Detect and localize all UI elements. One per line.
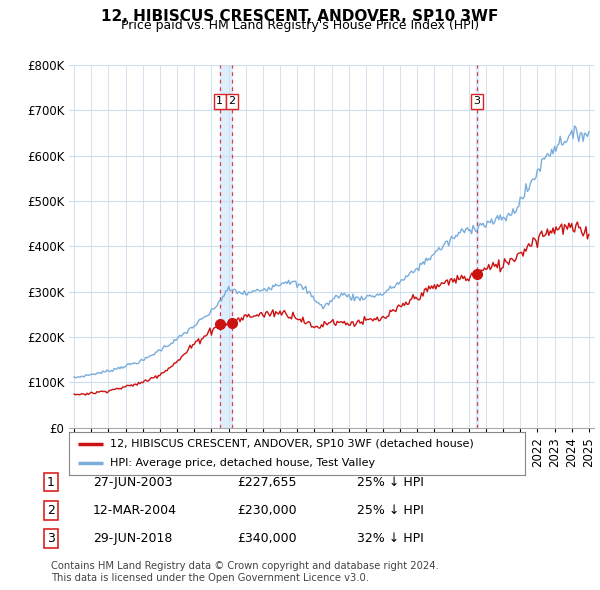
- Text: 12, HIBISCUS CRESCENT, ANDOVER, SP10 3WF: 12, HIBISCUS CRESCENT, ANDOVER, SP10 3WF: [101, 9, 499, 24]
- Text: 3: 3: [473, 96, 481, 106]
- Text: 25% ↓ HPI: 25% ↓ HPI: [357, 476, 424, 489]
- Text: 27-JUN-2003: 27-JUN-2003: [93, 476, 173, 489]
- Text: 12, HIBISCUS CRESCENT, ANDOVER, SP10 3WF (detached house): 12, HIBISCUS CRESCENT, ANDOVER, SP10 3WF…: [110, 439, 474, 449]
- Bar: [476, 65, 478, 428]
- Text: 12-MAR-2004: 12-MAR-2004: [93, 504, 177, 517]
- Text: 25% ↓ HPI: 25% ↓ HPI: [357, 504, 424, 517]
- Bar: [220, 65, 232, 428]
- Text: 3: 3: [47, 532, 55, 545]
- Text: 2: 2: [228, 96, 235, 106]
- Text: Contains HM Land Registry data © Crown copyright and database right 2024.
This d: Contains HM Land Registry data © Crown c…: [51, 561, 439, 583]
- Text: 29-JUN-2018: 29-JUN-2018: [93, 532, 172, 545]
- Text: 2: 2: [47, 504, 55, 517]
- Text: £230,000: £230,000: [237, 504, 296, 517]
- Text: Price paid vs. HM Land Registry's House Price Index (HPI): Price paid vs. HM Land Registry's House …: [121, 19, 479, 32]
- Text: £227,655: £227,655: [237, 476, 296, 489]
- Text: £340,000: £340,000: [237, 532, 296, 545]
- Text: 1: 1: [47, 476, 55, 489]
- Text: 32% ↓ HPI: 32% ↓ HPI: [357, 532, 424, 545]
- Text: 1: 1: [217, 96, 223, 106]
- Text: HPI: Average price, detached house, Test Valley: HPI: Average price, detached house, Test…: [110, 458, 375, 468]
